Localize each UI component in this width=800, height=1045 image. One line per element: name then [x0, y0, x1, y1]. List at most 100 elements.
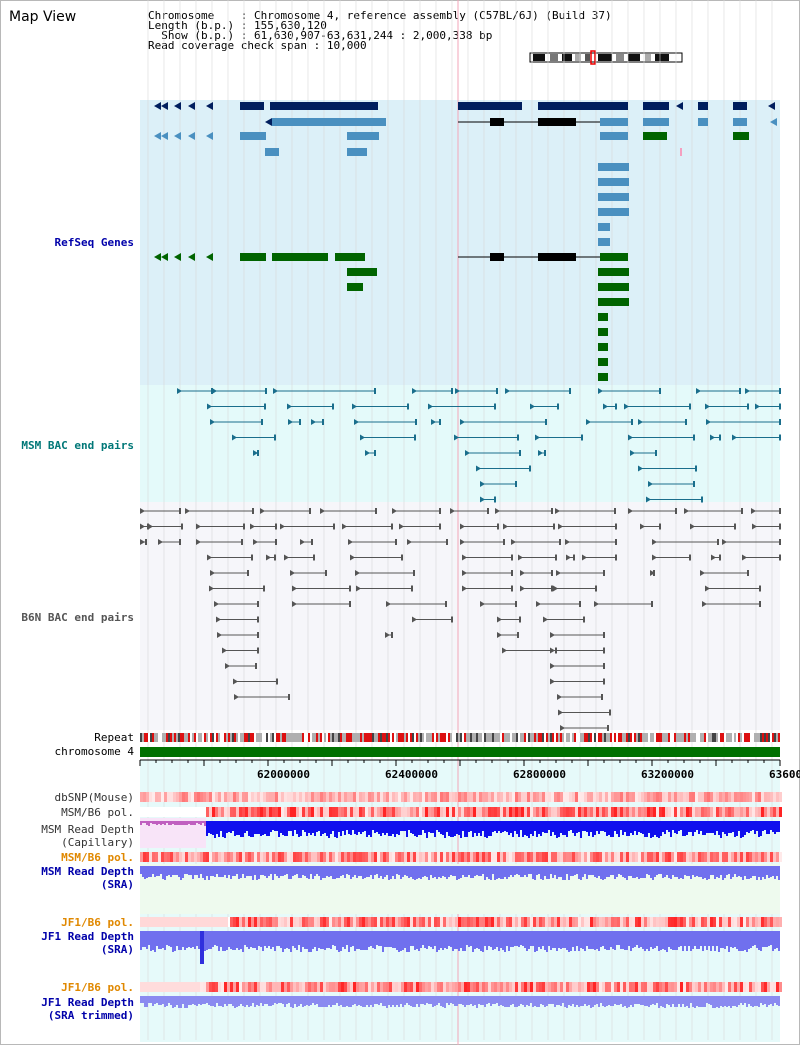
heat-cell	[386, 807, 389, 817]
depth-bar	[424, 866, 426, 876]
depth-bar	[568, 866, 570, 880]
gene-exon	[598, 178, 629, 186]
heat-cell	[530, 792, 533, 802]
depth-bar	[494, 996, 496, 1004]
bac-end	[140, 508, 145, 514]
refseq-genes[interactable]	[154, 102, 777, 381]
chromosome-ideogram[interactable]	[529, 50, 683, 65]
heat-cell	[407, 792, 410, 802]
refseq-label[interactable]: RefSeq Genes	[54, 236, 134, 249]
gene-exon	[598, 193, 629, 201]
jf1-read-depth-sra-trimmed[interactable]	[140, 996, 780, 1008]
depth-bar	[652, 996, 654, 1004]
depth-bar	[546, 866, 548, 879]
depth-bar	[564, 996, 566, 1007]
heat-cell	[506, 982, 509, 992]
bac-end	[284, 554, 289, 561]
heat-cell	[542, 807, 545, 817]
jf1-read-depth-sra[interactable]	[140, 931, 780, 964]
depth-bar	[552, 821, 554, 832]
depth-bar	[484, 931, 486, 946]
depth-bar	[684, 866, 686, 875]
repeat-element	[392, 733, 394, 742]
b6n-bac-label[interactable]: B6N BAC end pairs	[21, 611, 134, 624]
jf1-read-depth-sra-label[interactable]: JF1 Read Depth	[41, 930, 134, 943]
heat-cell	[734, 982, 737, 992]
heat-cell	[281, 982, 284, 992]
bac-end	[520, 585, 525, 592]
depth-bar	[302, 866, 304, 875]
msm-read-depth-sra-label[interactable]: MSM Read Depth	[41, 865, 134, 878]
heat-cell	[725, 917, 728, 927]
depth-bar	[612, 821, 614, 837]
msm-read-depth-sra[interactable]	[140, 866, 780, 880]
heat-cell	[275, 982, 278, 992]
bac-end	[257, 616, 259, 623]
jf1-b6-pol-heat-track-1[interactable]	[140, 917, 782, 927]
chromosome-bar[interactable]	[140, 747, 780, 757]
heat-cell	[329, 807, 332, 817]
bac-end	[594, 601, 599, 607]
depth-bar	[752, 821, 754, 830]
heat-cell	[470, 852, 473, 862]
msm-b6-pol-label-1[interactable]: MSM/B6 pol.	[61, 806, 134, 819]
msm-b6-pol-heat-track-2[interactable]	[140, 852, 782, 862]
depth-bar	[234, 996, 236, 1008]
msm-read-depth-capillary[interactable]	[140, 821, 780, 838]
depth-bar	[668, 821, 670, 832]
msm-b6-pol-heat-track-1[interactable]	[140, 807, 782, 817]
depth-bar	[766, 866, 768, 875]
heat-cell	[656, 982, 659, 992]
gene-exon	[598, 283, 629, 291]
msm-b6-pol-label-2[interactable]: MSM/B6 pol.	[61, 851, 134, 864]
heat-cell	[362, 792, 365, 802]
heat-cell	[278, 982, 281, 992]
heat-cell	[725, 852, 728, 862]
depth-bar	[672, 866, 674, 875]
b6n-bac-pairs[interactable]	[140, 508, 781, 731]
dbsnp-label[interactable]: dbSNP(Mouse)	[54, 791, 134, 804]
depth-bar	[730, 866, 732, 879]
heat-cell	[362, 852, 365, 862]
jf1-read-depth-trim-label[interactable]: JF1 Read Depth	[41, 996, 134, 1009]
depth-bar	[744, 821, 746, 835]
depth-bar	[746, 821, 748, 832]
dbsnp-heat-track[interactable]	[140, 792, 782, 802]
gene-exon	[154, 253, 161, 261]
depth-bar	[620, 866, 622, 875]
heat-cell	[758, 807, 761, 817]
repeat-gap	[592, 733, 594, 742]
heat-cell	[491, 917, 494, 927]
heat-cell	[365, 792, 368, 802]
heat-cell	[755, 852, 758, 862]
heat-cell	[731, 917, 734, 927]
msm-bac-label[interactable]: MSM BAC end pairs	[21, 439, 134, 452]
depth-bar	[368, 996, 370, 1007]
depth-bar	[306, 996, 308, 1005]
msm-read-depth-cap-label[interactable]: MSM Read Depth	[41, 823, 134, 836]
heat-cell	[662, 807, 665, 817]
repeat-gap	[554, 733, 556, 742]
heat-cell	[152, 852, 155, 862]
heat-cell	[608, 917, 611, 927]
depth-bar	[580, 996, 582, 1006]
gene-exon	[188, 253, 195, 261]
bac-end	[350, 554, 355, 561]
depth-bar	[632, 866, 634, 878]
heat-cell	[773, 792, 776, 802]
depth-bar	[230, 866, 232, 879]
msm-bac-pairs[interactable]	[177, 388, 781, 503]
jf1-b6-pol-label-2[interactable]: JF1/B6 pol.	[61, 981, 134, 994]
repeat-element	[250, 733, 252, 742]
repeat-track[interactable]	[140, 733, 780, 742]
depth-bar	[212, 866, 214, 876]
depth-bar	[728, 821, 730, 833]
jf1-b6-pol-label-1[interactable]: JF1/B6 pol.	[61, 916, 134, 929]
jf1-b6-pol-heat-track-2[interactable]	[140, 982, 782, 992]
repeat-element	[244, 733, 246, 742]
heat-cell	[440, 917, 443, 927]
heat-cell	[224, 982, 227, 992]
depth-bar	[156, 866, 158, 876]
heat-cell	[548, 792, 551, 802]
